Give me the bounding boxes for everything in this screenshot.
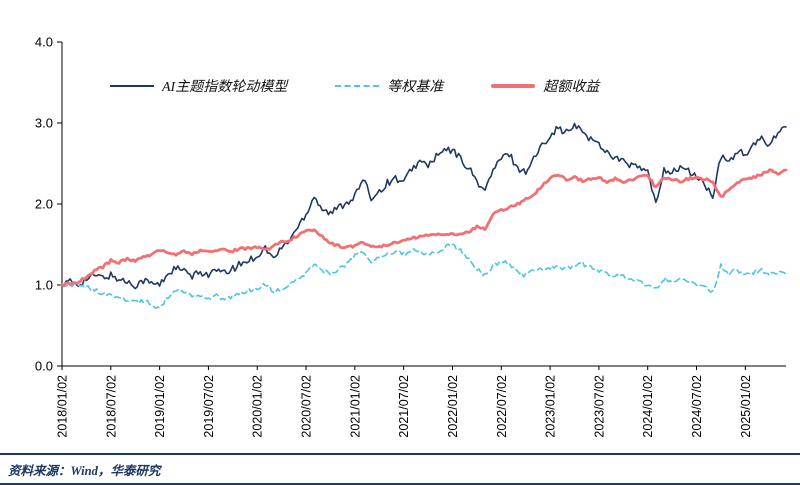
legend-item-benchmark: 等权基准 [335,76,443,96]
y-tick-label: 3.0 [35,116,53,131]
series-line-1 [61,243,787,309]
x-tick-label: 2018/07/02 [104,375,118,438]
source-footer: 资料来源：Wind，华泰研究 [0,453,800,485]
x-tick-label: 2020/01/02 [251,375,265,438]
returns-line-chart: 0.0 1.0 2.0 3.0 4.0 2018/01/02 2018/07/02 2019/… [35,35,788,438]
excess-line-swatch [491,84,536,88]
model-line-swatch [110,85,154,87]
chart-area: 0.0 1.0 2.0 3.0 4.0 2018/01/02 2018/07/02 2019/… [35,35,788,438]
series-line-0 [61,122,787,290]
y-tick-label: 1.0 [35,278,53,293]
x-tick-label: 2024/07/02 [690,375,704,438]
x-tick-label: 2018/01/02 [56,375,70,438]
x-tick-label: 2020/07/02 [300,375,314,438]
legend-item-model: AI主题指数轮动模型 [110,76,287,96]
x-tick-label: 2022/07/02 [495,375,509,438]
source-text: 资料来源：Wind，华泰研究 [8,463,161,478]
x-tick-label: 2022/01/02 [446,375,460,438]
y-tick-label: 2.0 [35,197,53,212]
legend-label-model: AI主题指数轮动模型 [162,80,288,95]
y-tick-label: 4.0 [35,35,53,50]
x-tick-label: 2024/01/02 [641,375,655,438]
x-tick-label: 2025/01/02 [739,375,753,438]
chart-legend: AI主题指数轮动模型 等权基准 超额收益 [110,76,599,96]
series-line-2 [60,168,788,287]
y-tick-label: 0.0 [35,359,53,374]
x-tick-label: 2021/01/02 [348,375,362,438]
x-tick-label: 2019/07/02 [202,375,216,438]
x-tick-label: 2023/07/02 [592,375,606,438]
legend-label-excess: 超额收益 [543,80,600,95]
legend-label-benchmark: 等权基准 [387,80,444,95]
x-tick-label: 2023/01/02 [544,375,558,438]
x-tick-label: 2019/01/02 [153,375,167,438]
benchmark-line-swatch [335,85,380,87]
legend-item-excess: 超额收益 [491,76,599,96]
x-tick-label: 2021/07/02 [397,375,411,438]
